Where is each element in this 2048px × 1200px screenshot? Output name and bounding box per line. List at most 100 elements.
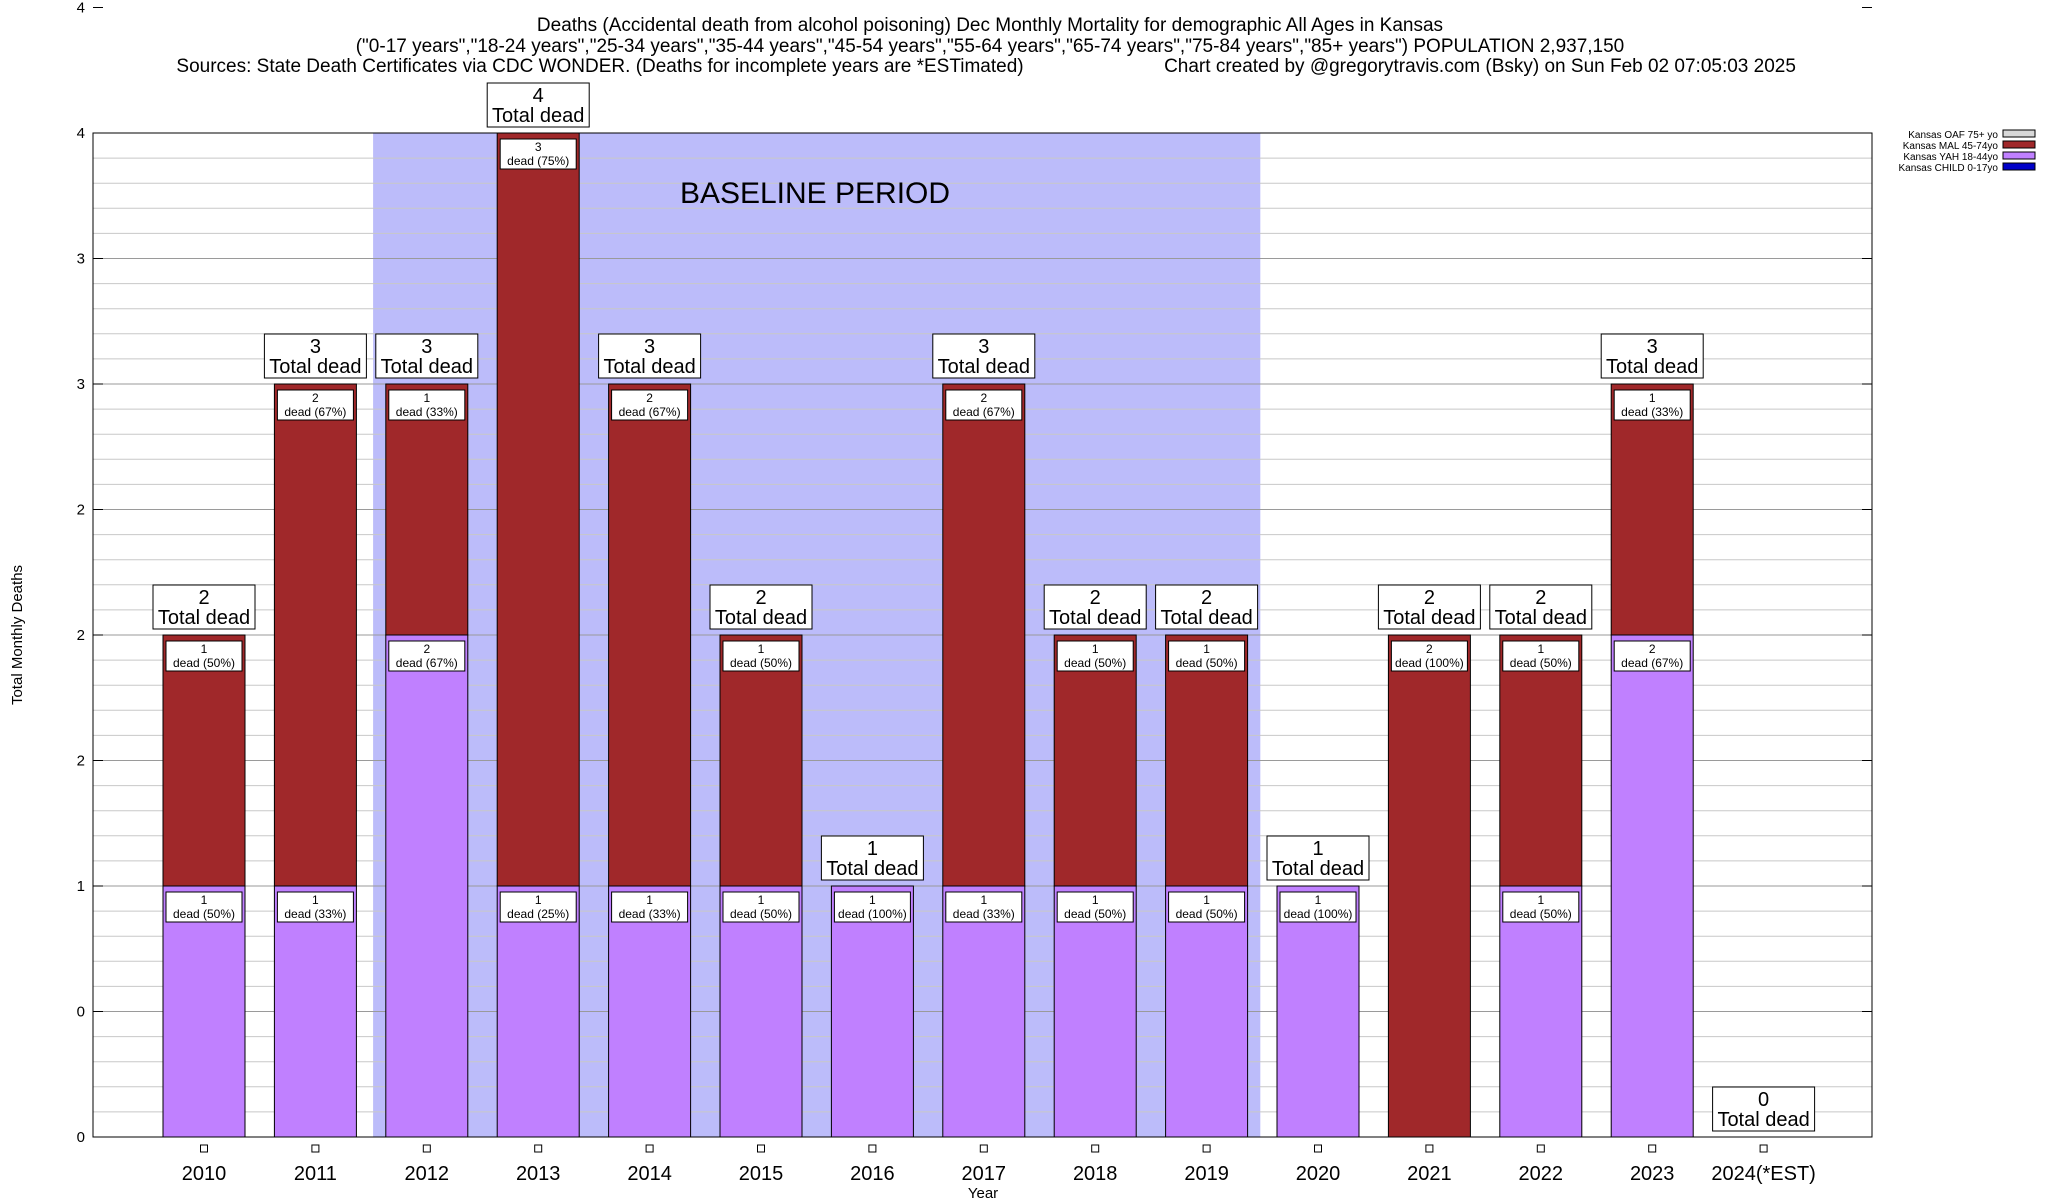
x-axis-label: Year — [968, 1185, 998, 1200]
legend-swatch — [2002, 140, 2036, 149]
segment-percent-label: dead (67%) — [396, 656, 458, 670]
legend-swatch — [2002, 129, 2036, 138]
y-tick-label: 3 — [77, 251, 85, 268]
segment-percent-label: dead (50%) — [730, 907, 792, 921]
total-dead-label: Total dead — [603, 356, 695, 378]
legend-entry-label: Kansas MAL 45-74yo — [1903, 141, 1999, 152]
total-label-box — [152, 584, 256, 630]
segment-label-box — [1613, 640, 1691, 672]
segment-label-box — [722, 891, 800, 923]
total-count-label: 2 — [198, 587, 209, 609]
x-tick-marker — [200, 1144, 208, 1153]
y-tick-label: 0 — [77, 1129, 85, 1146]
bar-segment — [273, 885, 357, 1138]
total-label-box — [263, 333, 367, 379]
y-tick-label: 1 — [77, 878, 85, 895]
segment-percent-label: dead (50%) — [1510, 656, 1572, 670]
segment-count-label: 2 — [980, 391, 987, 405]
x-tick-marker — [979, 1144, 988, 1153]
segment-count-label: 2 — [423, 642, 430, 656]
bar-segment — [608, 885, 692, 1138]
total-label-box — [1043, 584, 1147, 630]
total-label-box — [1489, 584, 1593, 630]
bar-segment — [942, 383, 1026, 887]
x-tick-marker — [1536, 1144, 1545, 1153]
bar-segment — [1053, 634, 1137, 887]
x-tick-label: 2021 — [1407, 1163, 1452, 1185]
bar-segment — [1276, 885, 1360, 1138]
x-tick-marker — [1648, 1144, 1657, 1153]
total-dead-label: Total dead — [1160, 607, 1252, 629]
y-tick-label: 2 — [77, 502, 85, 519]
total-dead-label: Total dead — [381, 356, 473, 378]
segment-label-box — [499, 891, 577, 923]
segment-percent-label: dead (100%) — [1284, 907, 1353, 921]
segment-percent-label: dead (100%) — [838, 907, 907, 921]
segment-count-label: 1 — [312, 893, 319, 907]
x-tick-marker — [1425, 1144, 1434, 1153]
segment-label-box — [165, 640, 243, 672]
total-dead-label: Total dead — [269, 356, 361, 378]
segment-percent-label: dead (33%) — [619, 907, 681, 921]
segment-label-box — [945, 891, 1023, 923]
bar-segment — [719, 634, 803, 887]
segment-percent-label: dead (67%) — [284, 405, 346, 419]
y-tick-label: 0 — [77, 1004, 85, 1021]
total-count-label: 2 — [1090, 587, 1101, 609]
x-tick-label: 2023 — [1630, 1163, 1675, 1185]
x-tick-label: 2015 — [739, 1163, 784, 1185]
segment-count-label: 1 — [423, 391, 430, 405]
legend-entry-label: Kansas CHILD 0-17yo — [1899, 163, 1999, 174]
bar-segment — [273, 383, 357, 887]
segment-count-label: 1 — [758, 893, 765, 907]
bar-segment — [942, 885, 1026, 1138]
segment-count-label: 2 — [1649, 642, 1656, 656]
x-tick-label: 2017 — [962, 1163, 1007, 1185]
segment-label-box — [276, 891, 354, 923]
total-dead-label: Total dead — [715, 607, 807, 629]
segment-percent-label: dead (50%) — [1176, 907, 1238, 921]
total-count-label: 3 — [310, 336, 321, 358]
segment-percent-label: dead (50%) — [1064, 656, 1126, 670]
bar-segment — [162, 634, 246, 887]
bar-segment — [1499, 885, 1583, 1138]
x-tick-marker — [1202, 1144, 1211, 1153]
segment-percent-label: dead (67%) — [953, 405, 1015, 419]
segment-count-label: 1 — [1537, 893, 1544, 907]
bar-segment — [1610, 634, 1694, 1138]
total-count-label: 3 — [1647, 336, 1658, 358]
x-tick-marker — [534, 1144, 543, 1153]
bar-segment — [608, 383, 692, 887]
x-tick-label: 2013 — [516, 1163, 561, 1185]
y-tick-label: 2 — [77, 753, 85, 770]
segment-percent-label: dead (33%) — [1621, 405, 1683, 419]
segment-percent-label: dead (50%) — [173, 907, 235, 921]
x-tick-marker — [645, 1144, 654, 1153]
legend-entry-label: Kansas YAH 18-44yo — [1903, 152, 1998, 163]
chart-sources: Sources: State Death Certificates via CD… — [176, 56, 1023, 77]
legend-swatch — [2002, 162, 2036, 171]
segment-count-label: 1 — [758, 642, 765, 656]
segment-count-label: 1 — [1203, 893, 1210, 907]
segment-percent-label: dead (50%) — [1510, 907, 1572, 921]
total-count-label: 3 — [978, 336, 989, 358]
x-tick-label: 2014 — [627, 1163, 672, 1185]
segment-count-label: 1 — [1203, 642, 1210, 656]
segment-count-label: 1 — [201, 642, 208, 656]
x-tick-label: 2024(*EST) — [1711, 1163, 1816, 1185]
total-count-label: 2 — [1535, 587, 1546, 609]
segment-label-box — [611, 389, 689, 421]
segment-label-box — [945, 389, 1023, 421]
total-count-label: 3 — [644, 336, 655, 358]
x-tick-label: 2016 — [850, 1163, 895, 1185]
segment-count-label: 1 — [1649, 391, 1656, 405]
segment-count-label: 1 — [1092, 893, 1099, 907]
total-label-box — [486, 82, 590, 128]
segment-percent-label: dead (100%) — [1395, 656, 1464, 670]
segment-count-label: 1 — [1537, 642, 1544, 656]
segment-percent-label: dead (50%) — [730, 656, 792, 670]
y-tick-label: 4 — [77, 0, 85, 17]
segment-count-label: 2 — [1426, 642, 1433, 656]
segment-label-box — [1056, 891, 1134, 923]
total-dead-label: Total dead — [1606, 356, 1698, 378]
